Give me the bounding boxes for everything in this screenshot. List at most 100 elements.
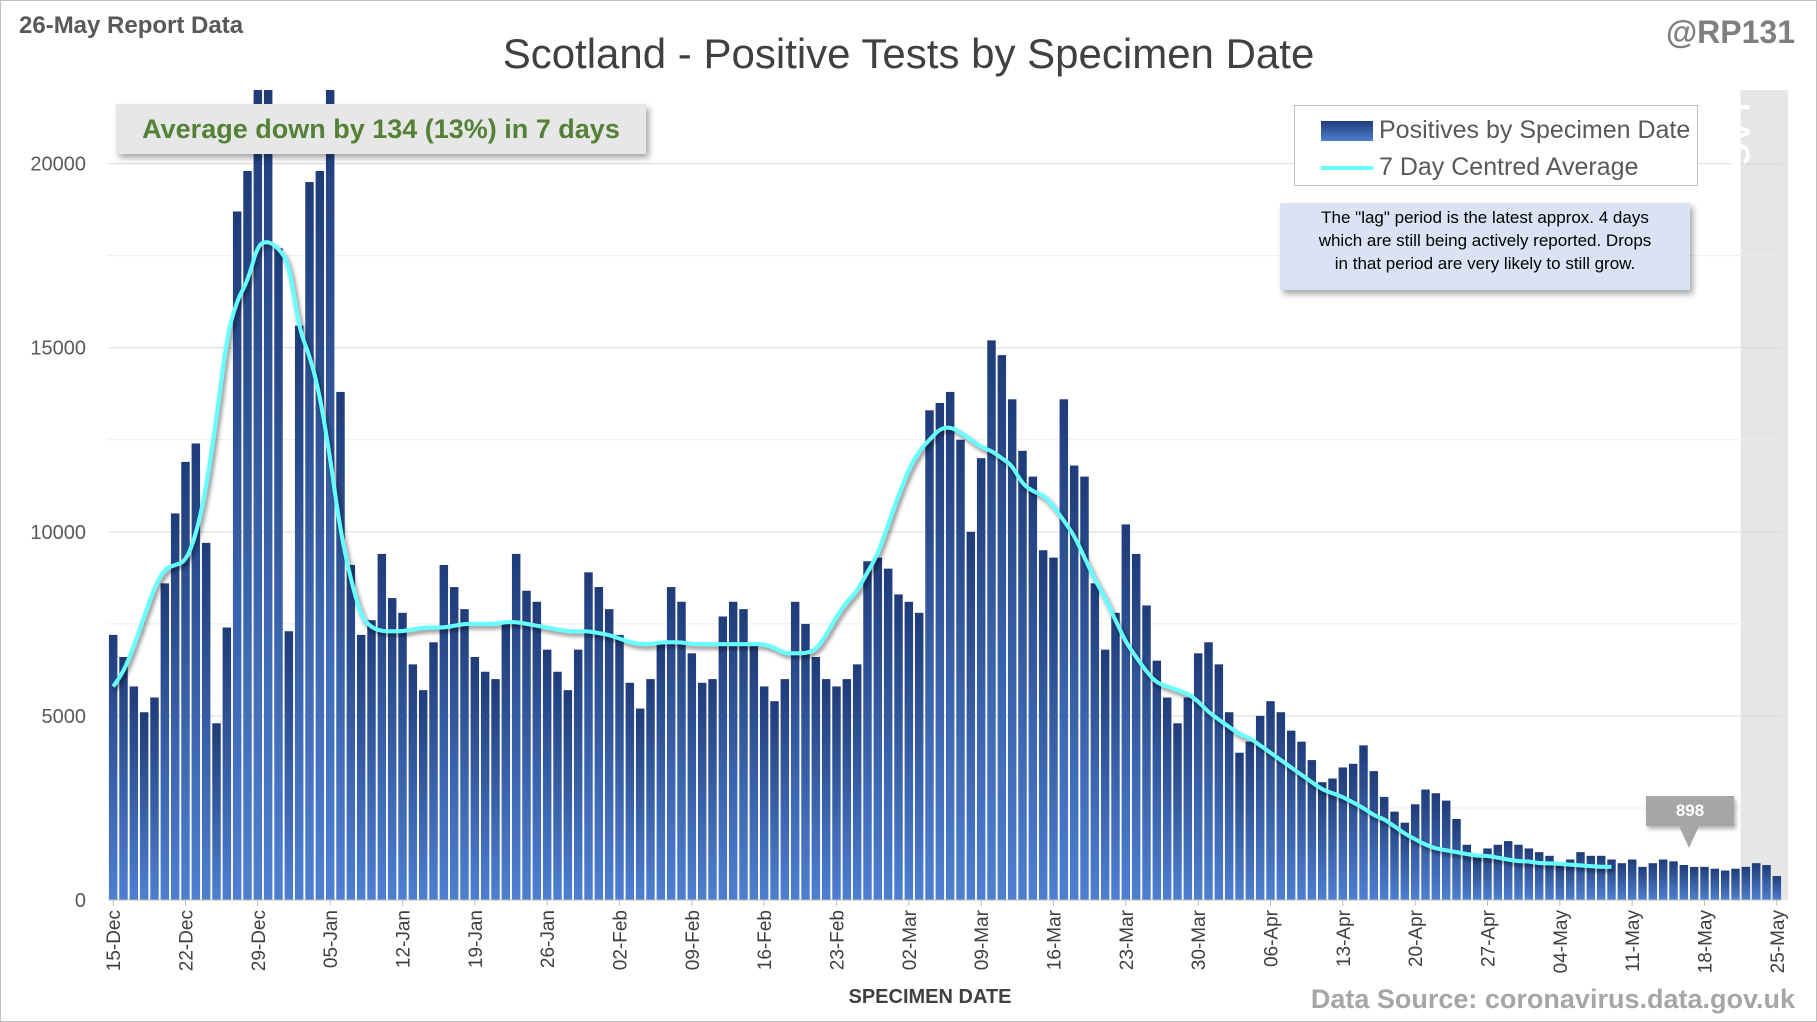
bar bbox=[894, 594, 903, 900]
bar bbox=[1038, 550, 1048, 900]
legend-item-bars: Positives by Specimen Date bbox=[1321, 116, 1690, 145]
bar bbox=[129, 686, 139, 900]
bar bbox=[976, 458, 986, 900]
y-tick-label: 15000 bbox=[30, 338, 86, 360]
bar bbox=[1627, 859, 1637, 900]
bar bbox=[480, 671, 490, 900]
bar bbox=[780, 679, 790, 900]
bar bbox=[1059, 399, 1069, 900]
bar bbox=[1710, 868, 1720, 900]
bar bbox=[170, 513, 180, 900]
bar bbox=[1121, 524, 1131, 900]
bar bbox=[305, 182, 314, 900]
bar bbox=[1731, 868, 1740, 900]
bar bbox=[1762, 865, 1771, 900]
bar bbox=[1007, 399, 1017, 900]
bar bbox=[1493, 844, 1503, 900]
bar bbox=[1255, 715, 1265, 900]
bar bbox=[1379, 796, 1389, 900]
lag-region bbox=[1740, 90, 1788, 900]
bar bbox=[1286, 730, 1296, 900]
bar bbox=[1586, 855, 1596, 900]
y-tick-label: 20000 bbox=[30, 154, 86, 176]
bar bbox=[635, 708, 645, 900]
bar bbox=[222, 627, 232, 900]
bar bbox=[1669, 861, 1678, 900]
bar bbox=[1224, 712, 1234, 900]
chart-legend: Positives by Specimen Date 7 Day Centred… bbox=[1294, 105, 1698, 186]
bar bbox=[1235, 752, 1244, 900]
axes: 0 5000 10000 15000 20000 15-Dec 22-Dec 29-Dec 05… bbox=[30, 154, 1788, 974]
bar bbox=[201, 542, 211, 900]
bar bbox=[429, 642, 438, 900]
bar bbox=[1462, 844, 1472, 900]
bar bbox=[356, 634, 366, 900]
lag-note-line: The "lag" period is the latest approx. 4… bbox=[1321, 208, 1649, 227]
x-tick-label: 05-Jan bbox=[321, 910, 342, 968]
bar bbox=[1483, 848, 1492, 900]
bar bbox=[1514, 844, 1523, 900]
bar bbox=[1142, 605, 1151, 900]
bar bbox=[718, 616, 728, 900]
x-tick-label: 20-Apr bbox=[1406, 909, 1427, 967]
bar bbox=[1720, 870, 1730, 900]
x-tick-label: 22-Dec bbox=[177, 910, 198, 971]
bar bbox=[1658, 859, 1668, 900]
bar bbox=[232, 211, 242, 900]
bar bbox=[1028, 476, 1038, 900]
latest-value-callout: 898 bbox=[1646, 796, 1734, 826]
bar bbox=[108, 634, 118, 900]
bar bbox=[728, 601, 738, 900]
average-change-callout: Average down by 134 (13%) in 7 days bbox=[116, 104, 646, 154]
bar bbox=[573, 649, 583, 900]
bar bbox=[1700, 866, 1709, 900]
bar-series bbox=[108, 90, 1782, 900]
bar bbox=[553, 671, 562, 900]
bar bbox=[1369, 771, 1379, 900]
bar bbox=[1503, 841, 1513, 900]
bar bbox=[584, 572, 593, 900]
x-tick-label: 13-Apr bbox=[1334, 909, 1355, 967]
bar bbox=[1534, 852, 1544, 900]
bar bbox=[1204, 642, 1213, 900]
x-tick-label: 09-Mar bbox=[972, 909, 993, 970]
bar bbox=[1090, 583, 1100, 900]
bar bbox=[625, 682, 635, 900]
bar bbox=[656, 642, 666, 900]
bar bbox=[1162, 697, 1172, 900]
bar bbox=[1111, 612, 1120, 900]
bar bbox=[387, 598, 397, 900]
legend-bar-swatch bbox=[1321, 120, 1373, 141]
bar bbox=[646, 679, 655, 900]
x-axis-title: SPECIMEN DATE bbox=[848, 986, 1012, 1008]
bar bbox=[346, 564, 356, 900]
bar bbox=[439, 564, 449, 900]
bar bbox=[1307, 760, 1317, 900]
bar bbox=[212, 723, 221, 900]
bar bbox=[1276, 712, 1286, 900]
bar bbox=[1049, 557, 1058, 900]
bar bbox=[821, 679, 831, 900]
bar bbox=[139, 712, 149, 900]
lag-note: The "lag" period is the latest approx. 4… bbox=[1280, 203, 1690, 290]
legend-bar-label: Positives by Specimen Date bbox=[1379, 116, 1691, 144]
bar bbox=[1328, 778, 1337, 900]
bar bbox=[367, 620, 376, 900]
bar bbox=[1400, 822, 1410, 900]
legend-line-label: 7 Day Centred Average bbox=[1379, 153, 1639, 181]
bar bbox=[1069, 465, 1079, 900]
x-tick-label: 23-Mar bbox=[1117, 909, 1138, 970]
bar bbox=[160, 583, 170, 900]
bar bbox=[284, 631, 294, 900]
bar bbox=[1080, 476, 1089, 900]
bar bbox=[832, 686, 841, 900]
bar bbox=[1524, 848, 1534, 900]
bar bbox=[1751, 863, 1761, 900]
bar bbox=[883, 568, 893, 900]
bar bbox=[491, 679, 500, 900]
bar bbox=[274, 248, 283, 900]
bar bbox=[1545, 855, 1554, 900]
chart-title: Scotland - Positive Tests by Specimen Da… bbox=[502, 30, 1315, 77]
bar bbox=[191, 443, 201, 900]
lag-note-line: in that period are very likely to still … bbox=[1334, 254, 1636, 273]
